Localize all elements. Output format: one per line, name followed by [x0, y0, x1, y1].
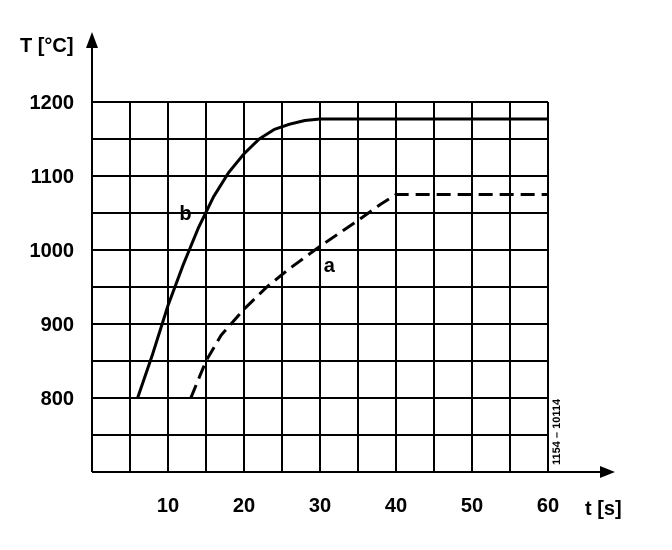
x-tick-label: 30: [309, 495, 331, 517]
series-line-a: [189, 193, 548, 399]
x-tick-label: 60: [537, 495, 559, 517]
x-tick-label: 10: [157, 495, 179, 517]
x-tick-label: 20: [233, 495, 255, 517]
series-label-a: a: [324, 255, 336, 277]
series-line-b: [136, 117, 548, 399]
y-axis-arrow: [86, 32, 98, 48]
series-group: ba: [136, 117, 548, 399]
y-tick-label: 900: [41, 314, 74, 336]
y-tick-label: 1100: [31, 166, 74, 188]
x-tick-label: 50: [461, 495, 483, 517]
grid: [92, 101, 549, 472]
series-label-b: b: [179, 203, 191, 225]
y-tick-label: 1200: [30, 92, 75, 114]
axes: [86, 32, 615, 478]
tick-labels: 10 20 30 40 50 60 800 900 1000 1100 1200: [30, 92, 560, 517]
x-tick-label: 40: [385, 495, 407, 517]
x-axis-label: t [s]: [585, 498, 622, 520]
y-tick-label: 1000: [30, 240, 75, 262]
x-axis-arrow: [600, 466, 615, 478]
y-tick-label: 800: [41, 388, 74, 410]
figure-code-annotation: 1154 – 10114: [551, 398, 563, 465]
y-axis-label: T [°C]: [20, 35, 74, 57]
